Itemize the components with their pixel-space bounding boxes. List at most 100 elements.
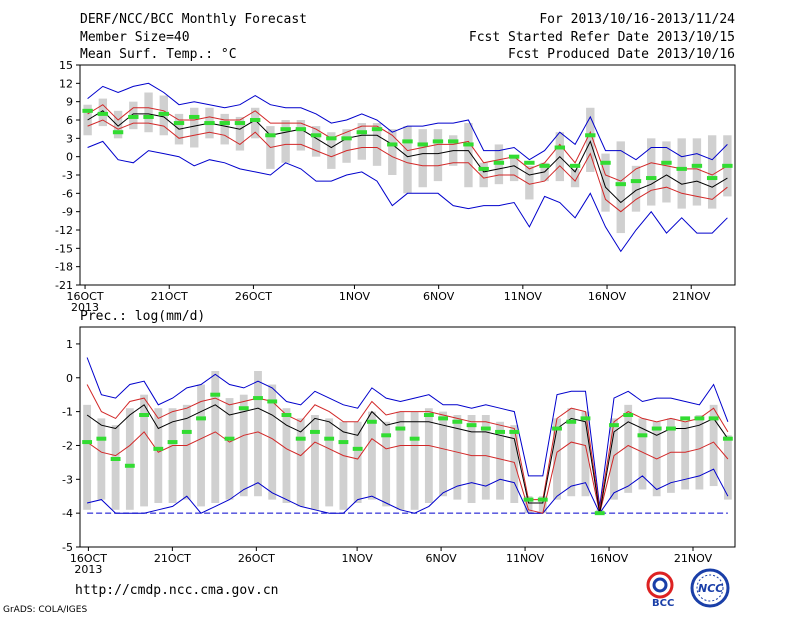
precip-median-mark [238, 406, 249, 411]
precip-median-mark [609, 423, 619, 428]
temp-xtick-label: 26OCT [235, 290, 272, 303]
temp-median-mark [722, 163, 733, 168]
temp-xtick-label: 21OCT [151, 290, 188, 303]
precip-xtick-label: 6NOV [425, 552, 457, 565]
temp-ytick-label: 3 [66, 132, 73, 145]
temp-median-mark [646, 176, 657, 181]
temp-xtick-sublabel: 2013 [71, 301, 99, 314]
precip-median-mark [666, 426, 676, 431]
precip-box [396, 411, 405, 510]
member-size: Member Size=40 [80, 30, 190, 45]
precip-median-mark [523, 497, 534, 502]
precip-median-mark [124, 463, 135, 468]
precip-median-mark [395, 426, 406, 431]
temp-median-mark [478, 166, 489, 171]
precip-median-mark [580, 416, 591, 421]
source-url[interactable]: http://cmdp.ncc.cma.gov.cn [75, 583, 279, 598]
precip-box [311, 415, 319, 510]
precip-median-mark [110, 457, 121, 461]
temp-ytick-label: -21 [55, 279, 73, 292]
precip-xtick-label: 21OCT [154, 552, 191, 565]
precip-box [496, 421, 504, 500]
precip-median-mark [153, 446, 164, 451]
precip-median-mark [722, 436, 733, 441]
precip-lower-line [86, 431, 729, 514]
precip-ytick-label: -5 [62, 541, 73, 554]
precip-median-mark [253, 396, 263, 401]
precip-median-mark [96, 436, 107, 441]
temp-xtick-label: 1NOV [339, 290, 371, 303]
precip-median-mark [366, 419, 377, 424]
temp-median-mark [387, 142, 398, 147]
precip-median-mark [637, 433, 648, 438]
temp-median-mark [448, 139, 459, 144]
precip-box [182, 404, 191, 500]
temp-lower-line [87, 119, 728, 213]
precip-xtick-sublabel: 2013 [74, 563, 102, 576]
precip-xtick-label: 1NOV [342, 552, 374, 565]
temp-box [601, 153, 610, 212]
temp-median-mark [615, 182, 626, 187]
temp-median-mark [219, 121, 230, 126]
precip-box [567, 408, 576, 497]
temp-median-mark [539, 163, 550, 168]
temp-median-mark [295, 127, 307, 132]
precip-xtick-label: 16NOV [590, 552, 629, 565]
temp-box [586, 107, 595, 172]
temp-ytick-label: 15 [59, 59, 73, 72]
bcc-logo-text: BCC [652, 598, 674, 609]
temp-box [327, 132, 336, 169]
bcc-logo: BCC [646, 571, 674, 609]
temp-xtick-label: 11NOV [504, 290, 543, 303]
temp-box [616, 141, 625, 234]
temp-box [220, 113, 229, 145]
precip-box [83, 404, 92, 510]
temp-box [433, 129, 443, 182]
precip-box [538, 496, 547, 514]
precip-median-mark [210, 392, 221, 397]
precip-median-mark [651, 426, 662, 431]
precip-median-mark [495, 429, 505, 434]
temp-median-mark [554, 145, 566, 150]
temp-ytick-label: 12 [59, 77, 73, 90]
precip-median-mark [694, 416, 705, 421]
precip-min-line [86, 468, 729, 515]
precip-frame [79, 326, 736, 548]
precip-box [553, 418, 561, 500]
temp-box [662, 141, 671, 203]
precip-box [254, 371, 262, 497]
temp-median-mark [417, 142, 428, 147]
temp-median-mark [676, 166, 687, 171]
precip-median-mark [267, 399, 278, 404]
precip-median-mark [423, 413, 434, 417]
ncc-logo: NCC [690, 568, 730, 608]
precip-box [339, 421, 348, 510]
precip-box [424, 408, 433, 503]
temp-box [144, 92, 153, 133]
precip-box [695, 415, 704, 490]
temp-median-mark [112, 130, 124, 135]
precip-median-mark [552, 426, 562, 431]
precip-xtick-label: 26OCT [238, 552, 275, 565]
temp-box [403, 126, 412, 194]
temp-median-mark [326, 136, 337, 141]
forecast-produced-date: Fcst Produced Date 2013/10/16 [508, 47, 735, 62]
precip-box [382, 421, 391, 507]
precip-box [439, 411, 448, 497]
logos: BCC NCC [646, 568, 730, 609]
precip-box [140, 394, 148, 507]
temp-box [525, 165, 534, 200]
temp-median-mark [600, 160, 611, 165]
precip-median-mark [352, 446, 363, 451]
precip-box [197, 384, 205, 507]
temp-median-mark [463, 142, 474, 147]
precip-ytick-label: 0 [66, 372, 73, 385]
precip-median-mark [139, 413, 149, 417]
temp-median-mark [143, 114, 154, 119]
temp-median-mark [524, 160, 535, 165]
precip-box [410, 411, 419, 510]
precip-box [467, 415, 476, 503]
temp-box [479, 162, 488, 188]
precip-median-mark [196, 416, 206, 421]
